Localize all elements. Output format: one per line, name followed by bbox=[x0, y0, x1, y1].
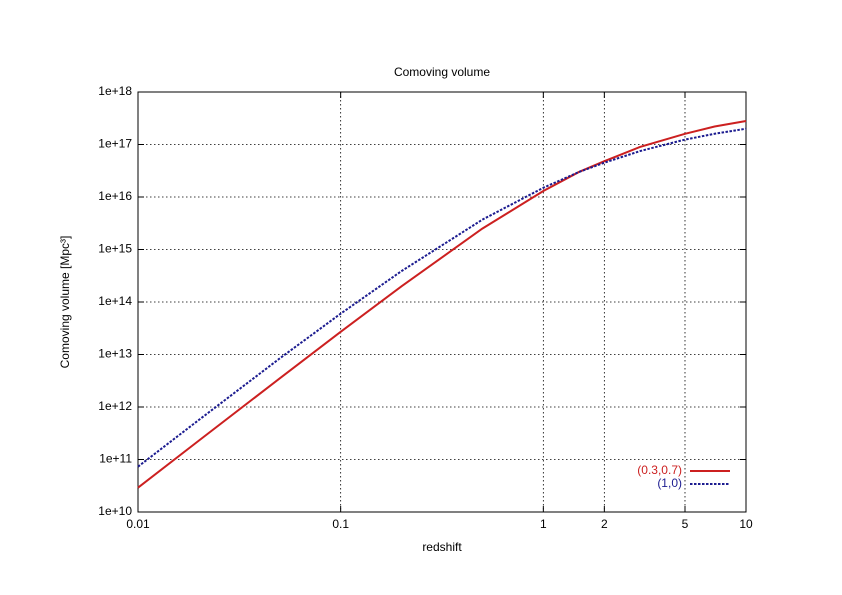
x-tick-label: 5 bbox=[682, 517, 689, 531]
plot-frame bbox=[137, 91, 747, 513]
chart-title: Comoving volume bbox=[394, 65, 490, 79]
x-tick-label: 2 bbox=[601, 517, 608, 531]
y-tick-label: 1e+14 bbox=[98, 294, 132, 308]
y-tick-label: 1e+16 bbox=[98, 189, 132, 203]
x-axis-label: redshift bbox=[422, 540, 462, 554]
y-axis-label: Comoving volume [Mpc³] bbox=[58, 236, 72, 369]
y-tick-label: 1e+11 bbox=[99, 452, 132, 466]
x-tick-label: 1 bbox=[540, 517, 547, 531]
y-tick-label: 1e+13 bbox=[98, 347, 132, 361]
y-tick-label: 1e+15 bbox=[98, 242, 132, 256]
data-line bbox=[137, 127, 747, 468]
data-line bbox=[137, 120, 747, 489]
x-tick-label: 0.1 bbox=[332, 517, 349, 531]
legend-label: (1,0) bbox=[657, 476, 682, 490]
y-tick-label: 1e+18 bbox=[98, 84, 132, 98]
legend-label: (0.3,0.7) bbox=[637, 463, 682, 477]
x-tick-label: 0.01 bbox=[126, 517, 150, 531]
y-tick-label: 1e+12 bbox=[98, 399, 132, 413]
y-tick-label: 1e+10 bbox=[98, 504, 132, 518]
y-tick-label: 1e+17 bbox=[98, 137, 132, 151]
x-tick-label: 10 bbox=[739, 517, 753, 531]
